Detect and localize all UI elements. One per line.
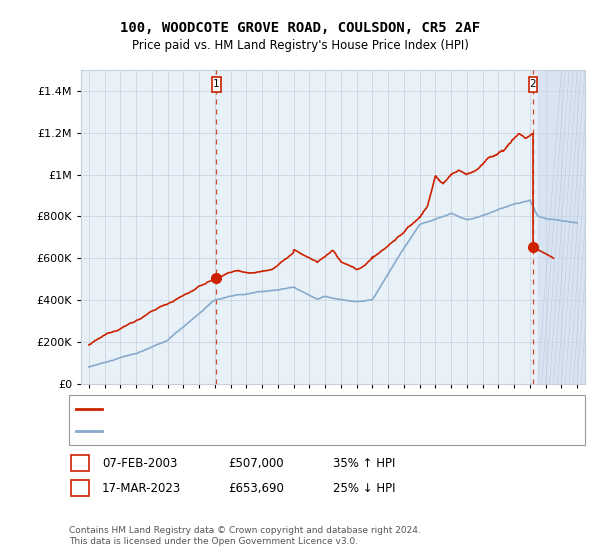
Bar	[538, 70, 585, 384]
Text: 35% ↑ HPI: 35% ↑ HPI	[333, 456, 395, 470]
Text: £653,690: £653,690	[228, 482, 284, 495]
Text: Price paid vs. HM Land Registry's House Price Index (HPI): Price paid vs. HM Land Registry's House …	[131, 39, 469, 52]
Text: 25% ↓ HPI: 25% ↓ HPI	[333, 482, 395, 495]
Text: 100, WOODCOTE GROVE ROAD, COULSDON, CR5 2AF (detached house): 100, WOODCOTE GROVE ROAD, COULSDON, CR5 …	[107, 404, 465, 414]
Text: 07-FEB-2003: 07-FEB-2003	[102, 456, 178, 470]
Text: 2: 2	[530, 79, 536, 89]
Text: 2: 2	[76, 483, 83, 493]
FancyBboxPatch shape	[212, 77, 221, 92]
Text: Contains HM Land Registry data © Crown copyright and database right 2024.
This d: Contains HM Land Registry data © Crown c…	[69, 526, 421, 546]
Text: 17-MAR-2023: 17-MAR-2023	[102, 482, 181, 495]
Text: £507,000: £507,000	[228, 456, 284, 470]
FancyBboxPatch shape	[529, 77, 538, 92]
Text: 100, WOODCOTE GROVE ROAD, COULSDON, CR5 2AF: 100, WOODCOTE GROVE ROAD, COULSDON, CR5 …	[120, 21, 480, 35]
Text: 1: 1	[213, 79, 220, 89]
Text: 1: 1	[76, 458, 83, 468]
Text: HPI: Average price, detached house, Croydon: HPI: Average price, detached house, Croy…	[107, 426, 332, 436]
